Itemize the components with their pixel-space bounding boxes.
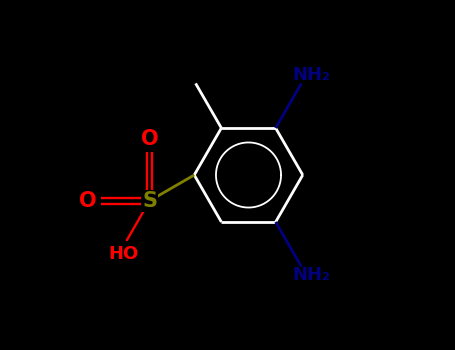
Text: NH₂: NH₂: [292, 266, 330, 284]
Text: O: O: [79, 191, 96, 211]
Text: O: O: [141, 128, 158, 148]
Text: HO: HO: [108, 245, 139, 263]
Text: S: S: [142, 191, 157, 211]
Text: NH₂: NH₂: [292, 66, 330, 84]
